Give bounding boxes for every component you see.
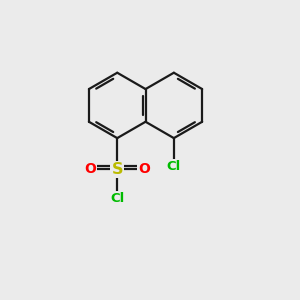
Text: Cl: Cl bbox=[110, 192, 124, 205]
Text: Cl: Cl bbox=[167, 160, 181, 173]
Text: O: O bbox=[85, 162, 96, 176]
Text: S: S bbox=[112, 162, 123, 177]
Text: O: O bbox=[138, 162, 150, 176]
